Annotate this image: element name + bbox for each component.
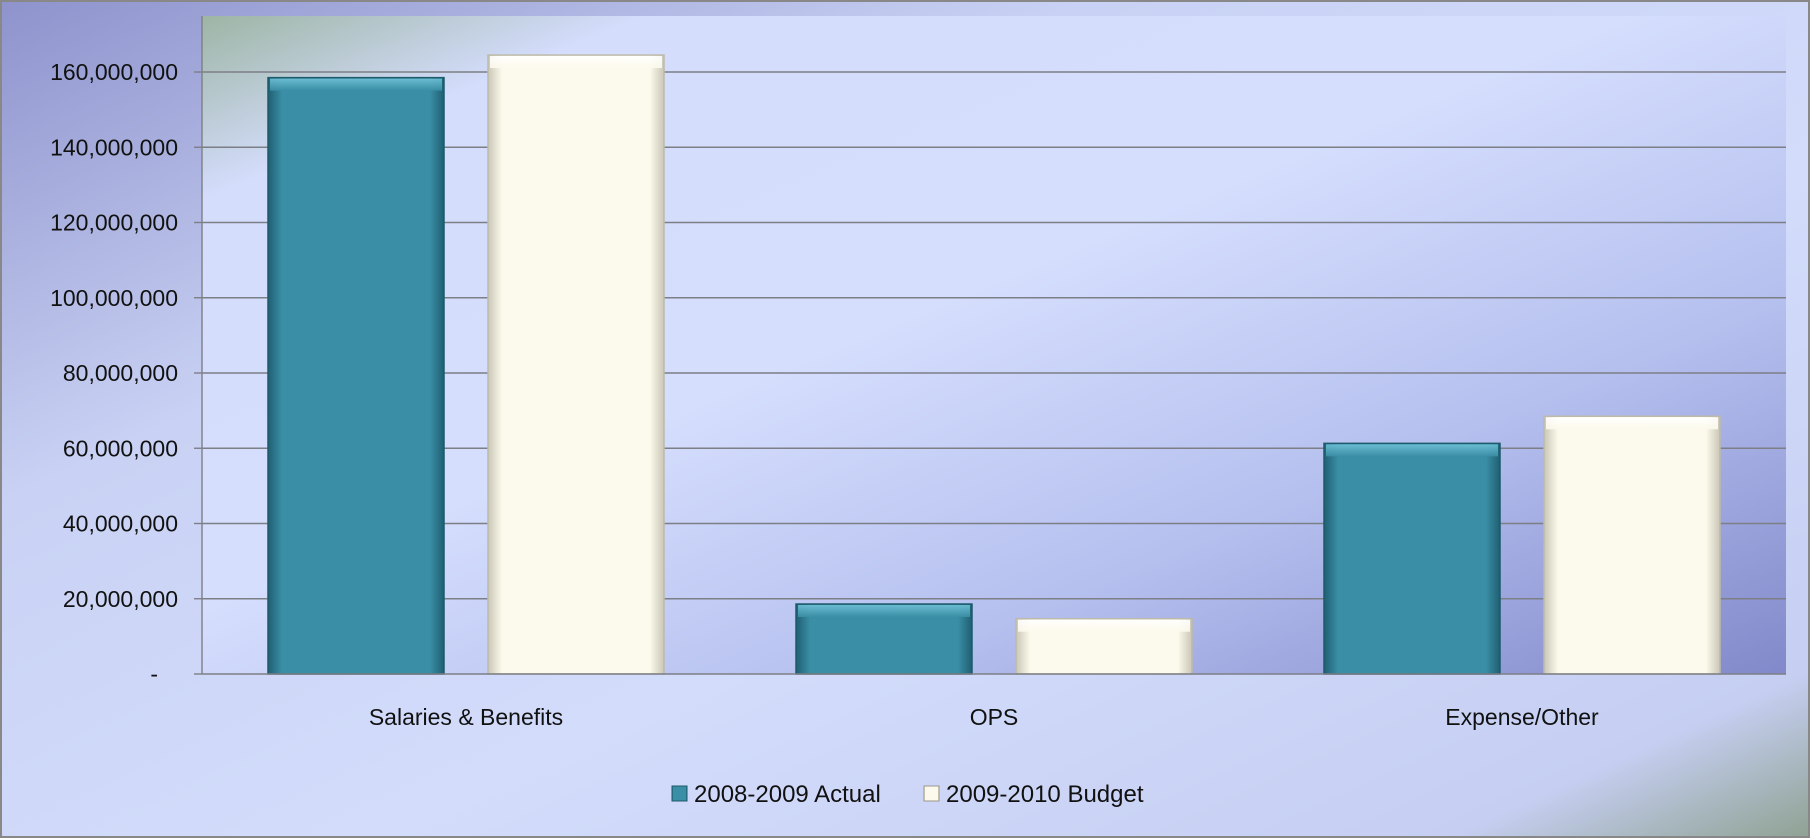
bar-body [487, 54, 665, 675]
bars [267, 54, 1721, 675]
y-tick-label: 60,000,000 [63, 435, 178, 461]
y-tick-label: 40,000,000 [63, 511, 178, 537]
bar-bevel [1018, 619, 1190, 632]
bar-bevel [1546, 417, 1718, 430]
y-tick-label: 140,000,000 [50, 134, 178, 160]
legend: 2008-2009 Actual 2009-2010 Budget [671, 781, 1144, 808]
y-tick-label: 80,000,000 [63, 360, 178, 386]
legend-swatch [671, 785, 688, 802]
y-tick-label: 100,000,000 [50, 285, 178, 311]
x-tick-label: Salaries & Benefits [369, 704, 563, 730]
x-tick-label: Expense/Other [1445, 704, 1599, 730]
y-tick-label: 120,000,000 [50, 210, 178, 236]
legend-item: 2008-2009 Actual [671, 781, 881, 808]
legend-swatch [923, 785, 940, 802]
bar-bevel [1326, 444, 1498, 457]
bar-body [1543, 415, 1721, 675]
axes: - 20,000,000 40,000,000 60,000,000 80,000,00… [50, 16, 1786, 730]
y-tick-label: 160,000,000 [50, 59, 178, 85]
bar-body [1323, 442, 1501, 675]
bar-bevel [490, 56, 662, 69]
bar-actual [795, 603, 973, 675]
bar-actual [267, 76, 445, 675]
bar-budget [487, 54, 665, 675]
legend-label: 2008-2009 Actual [694, 781, 881, 808]
y-tick-label: 20,000,000 [63, 586, 178, 612]
gridlines [202, 71, 1786, 600]
bar-bevel [270, 78, 442, 91]
x-tick-label: OPS [970, 704, 1019, 730]
legend-item: 2009-2010 Budget [923, 781, 1144, 808]
legend-label: 2009-2010 Budget [946, 781, 1144, 808]
y-tick-label: - [150, 661, 158, 687]
bar-budget [1543, 415, 1721, 675]
bar-body [267, 76, 445, 675]
bar-bevel [798, 605, 970, 618]
bar-budget [1015, 617, 1193, 675]
bar-actual [1323, 442, 1501, 675]
plot-background [202, 16, 1786, 674]
